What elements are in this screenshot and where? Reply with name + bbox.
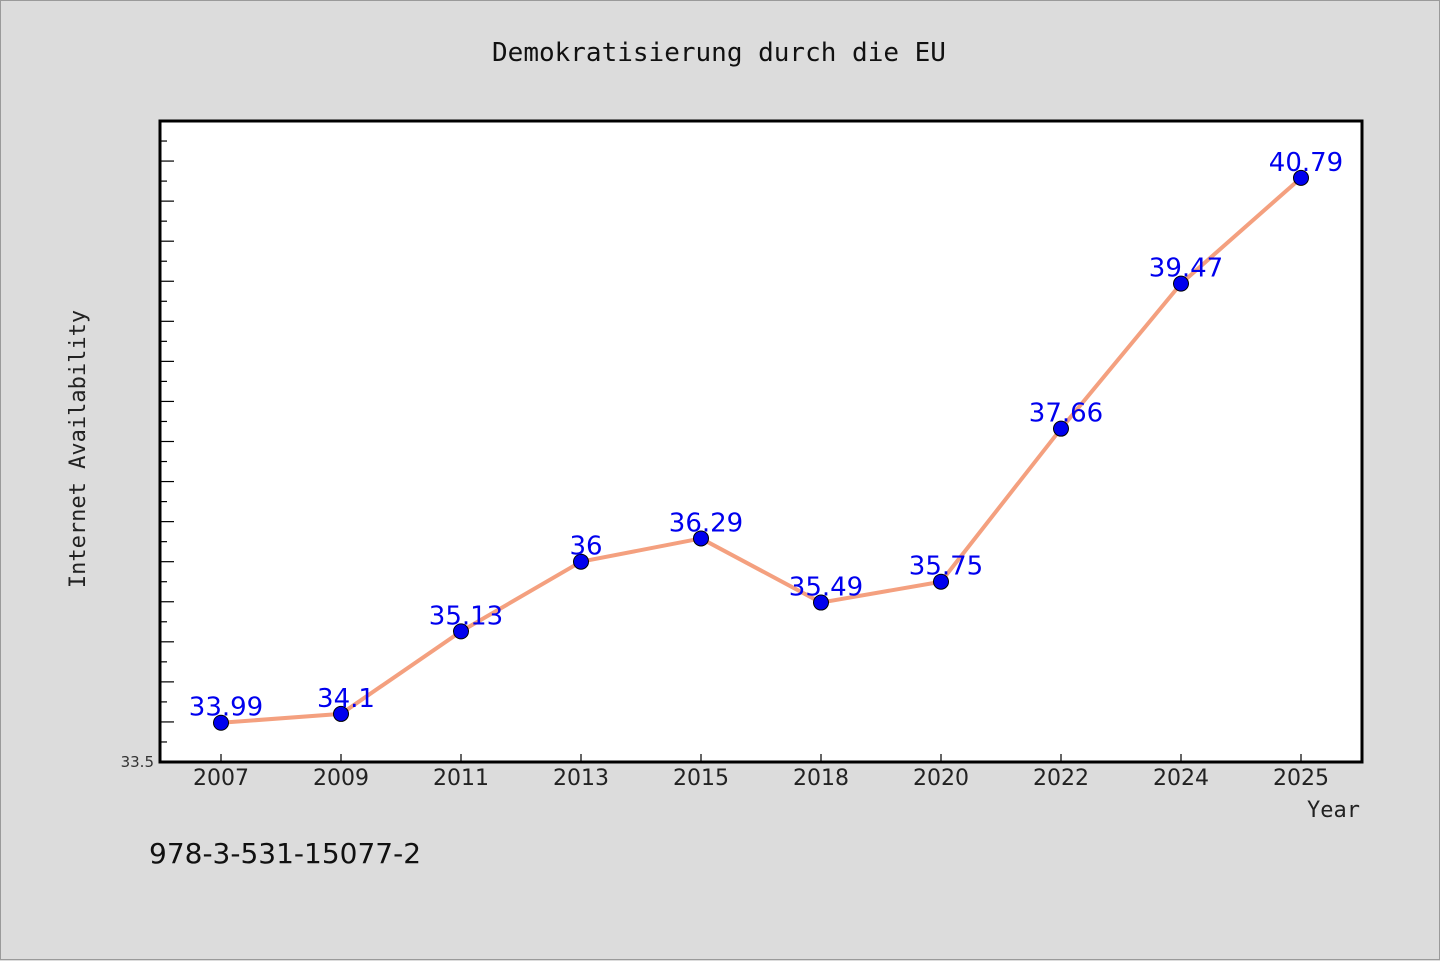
y-axis-title: Internet Availability <box>66 310 91 588</box>
data-point <box>213 714 229 731</box>
data-label: 35.75 <box>909 552 983 582</box>
x-tick-label: 2022 <box>1033 766 1089 791</box>
data-label: 33.99 <box>189 693 263 723</box>
data-point <box>693 530 709 547</box>
x-tick-label: 2011 <box>433 766 489 791</box>
data-label: 34.1 <box>317 684 375 714</box>
plot-area <box>158 119 1364 764</box>
data-point <box>453 623 469 640</box>
data-label: 35.49 <box>789 573 863 603</box>
x-axis-tick-labels: 2007 2009 2011 2013 2015 2018 2020 2022 2024 2025 <box>193 766 1329 791</box>
data-label: 35.13 <box>429 601 503 631</box>
data-point <box>933 573 949 590</box>
data-point <box>813 594 829 611</box>
data-label: 40.79 <box>1269 148 1343 178</box>
chart-title: Demokratisierung durch die EU <box>492 38 946 68</box>
y-axis-ticks <box>160 120 174 763</box>
x-axis-ticks <box>220 754 1302 762</box>
data-series: 33.99 34.1 35.13 36 36.29 35.49 35.75 37.66 39.4… <box>189 148 1343 731</box>
x-tick-label: 2015 <box>673 766 729 791</box>
data-point <box>1173 275 1189 292</box>
x-tick-label: 2007 <box>193 766 249 791</box>
x-tick-label: 2025 <box>1273 766 1329 791</box>
data-point <box>1053 420 1069 437</box>
x-tick-label: 2020 <box>913 766 969 791</box>
x-tick-label: 2018 <box>793 766 849 791</box>
series-line <box>220 176 1303 725</box>
y-tick-label: 33.5 <box>121 753 154 771</box>
x-tick-label: 2013 <box>553 766 609 791</box>
data-label: 37.66 <box>1029 399 1103 429</box>
data-point <box>1293 169 1309 186</box>
data-label: 36.29 <box>669 508 743 538</box>
data-point <box>333 705 349 722</box>
x-axis-title: Year <box>1307 798 1360 823</box>
x-tick-label: 2024 <box>1153 766 1209 791</box>
data-label: 39.47 <box>1149 254 1223 284</box>
isbn-text: 978-3-531-15077-2 <box>149 837 421 870</box>
x-tick-label: 2009 <box>313 766 369 791</box>
data-label: 36 <box>569 532 602 562</box>
data-point <box>573 553 589 570</box>
